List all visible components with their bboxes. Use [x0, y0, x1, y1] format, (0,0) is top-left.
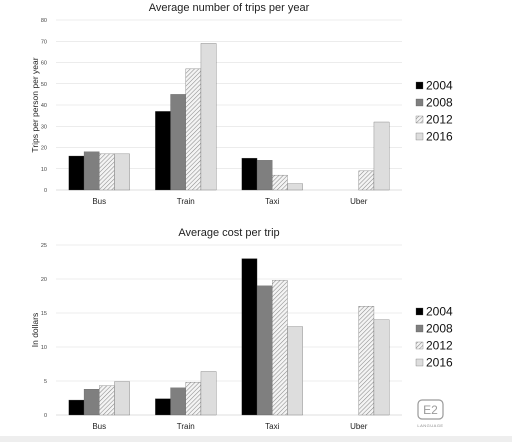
chart-1: Average number of trips per year Trips pe… — [30, 2, 453, 206]
bar-bus-2016 — [114, 153, 130, 191]
legend-swatch-2004 — [415, 307, 424, 316]
bar-taxi-2016 — [287, 326, 303, 416]
y-tick-label: 5 — [44, 379, 47, 385]
legend-label-2016: 2016 — [426, 356, 453, 370]
bar-taxi-2012 — [272, 174, 288, 191]
y-tick-label: 40 — [41, 103, 47, 109]
bar-taxi-2008 — [256, 285, 273, 416]
bar-uber-2016 — [373, 121, 390, 191]
bar-taxi-2004 — [241, 258, 258, 416]
bar-train-2004 — [155, 111, 171, 191]
y-tick-label: 10 — [41, 345, 47, 351]
legend-label-2004: 2004 — [426, 79, 453, 93]
x-category-label: Taxi — [265, 197, 279, 206]
bar-bus-2008 — [83, 389, 100, 416]
y-tick-label: 10 — [41, 167, 47, 173]
y-tick-label: 0 — [44, 413, 47, 419]
chart-2: Average cost per trip In dollars 0 5 10 15 20 2… — [30, 227, 453, 431]
bar-taxi-2012 — [272, 280, 288, 416]
bar-bus-2008 — [83, 151, 100, 191]
y-tick-label: 70 — [41, 39, 47, 45]
legend-label-2016: 2016 — [426, 130, 453, 144]
bar-taxi-2008 — [256, 160, 273, 191]
x-category-label: Train — [177, 422, 195, 431]
y-tick-label: 80 — [41, 18, 47, 24]
x-category-label: Bus — [92, 422, 106, 431]
y-tick-label: 15 — [41, 311, 47, 317]
legend-swatch-2016 — [415, 132, 424, 141]
x-category-label: Uber — [350, 422, 368, 431]
y-tick-label: 30 — [41, 124, 47, 130]
legend-label-2012: 2012 — [426, 113, 453, 127]
logo-frame — [417, 399, 444, 420]
bar-bus-2016 — [114, 381, 130, 416]
x-category-label: Uber — [350, 197, 368, 206]
bar-train-2004 — [155, 398, 171, 416]
x-category-label: Taxi — [265, 422, 279, 431]
bar-taxi-2016 — [287, 183, 303, 191]
bar-uber-2012 — [358, 170, 375, 191]
legend-label-2008: 2008 — [426, 96, 453, 110]
x-category-label: Train — [177, 197, 195, 206]
y-tick-label: 25 — [41, 243, 47, 249]
bar-taxi-2004 — [241, 157, 258, 191]
legend-label-2012: 2012 — [426, 339, 453, 353]
legend-label-2008: 2008 — [426, 322, 453, 336]
y-axis-label: In dollars — [30, 313, 40, 348]
bar-train-2008 — [170, 94, 186, 191]
bar-train-2012 — [185, 382, 202, 416]
legend-swatch-2012 — [415, 341, 424, 350]
legend-swatch-2008 — [415, 324, 424, 333]
x-category-label: Bus — [92, 197, 106, 206]
bar-bus-2004 — [68, 399, 85, 416]
chart-title: Average cost per trip — [178, 227, 279, 239]
y-tick-label: 60 — [41, 61, 47, 67]
y-tick-label: 20 — [41, 277, 47, 283]
bottom-strip — [0, 436, 512, 442]
logo-mark: E2 — [423, 403, 438, 417]
bar-train-2012 — [185, 68, 202, 191]
legend-swatch-2008 — [415, 98, 424, 107]
legend-swatch-2016 — [415, 358, 424, 367]
bar-train-2008 — [170, 387, 186, 416]
legend-swatch-2004 — [415, 81, 424, 90]
legend-swatch-2012 — [415, 115, 424, 124]
bar-train-2016 — [200, 371, 217, 416]
y-tick-label: 20 — [41, 146, 47, 152]
bar-uber-2012 — [358, 306, 375, 416]
bar-bus-2012 — [99, 153, 115, 191]
logo-text: LANGUAGE — [417, 423, 443, 428]
y-axis-label: Trips per person per year — [30, 57, 40, 152]
bar-bus-2004 — [68, 155, 85, 191]
legend-label-2004: 2004 — [426, 305, 453, 319]
bar-uber-2016 — [373, 319, 390, 416]
y-tick-label: 50 — [41, 82, 47, 88]
y-tick-label: 0 — [44, 188, 47, 194]
bar-train-2016 — [200, 43, 217, 191]
chart-title: Average number of trips per year — [149, 2, 310, 14]
e2-language-logo: E2 LANGUAGE — [417, 399, 444, 428]
bar-bus-2012 — [99, 385, 115, 416]
